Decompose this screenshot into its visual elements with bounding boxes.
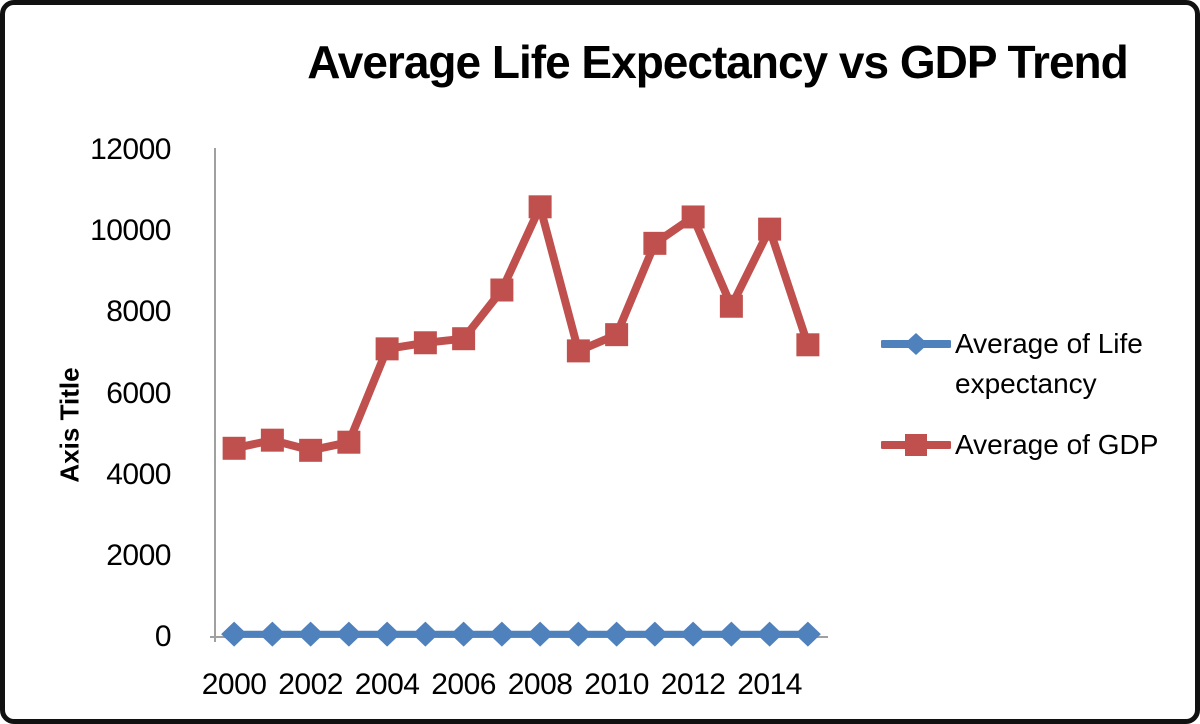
diamond-marker-icon bbox=[641, 621, 668, 647]
chart-title: Average Life Expectancy vs GDP Trend bbox=[307, 36, 1128, 88]
square-marker-icon bbox=[681, 205, 705, 229]
square-marker-icon bbox=[299, 438, 323, 462]
plot-area bbox=[210, 148, 828, 647]
square-marker-icon bbox=[796, 333, 820, 357]
x-tick-label: 2004 bbox=[354, 668, 420, 701]
diamond-marker-icon bbox=[565, 621, 592, 647]
square-marker-icon bbox=[643, 231, 667, 255]
x-tick-label: 2010 bbox=[584, 668, 649, 701]
y-tick-label: 4000 bbox=[106, 457, 171, 491]
square-marker-icon bbox=[566, 339, 590, 363]
x-tick-label: 2000 bbox=[201, 668, 267, 701]
diamond-marker-icon bbox=[297, 621, 324, 647]
diamond-marker-icon bbox=[335, 621, 362, 647]
y-tick-label: 10000 bbox=[90, 214, 171, 248]
diamond-marker-icon bbox=[718, 621, 745, 647]
square-marker-icon bbox=[605, 323, 629, 347]
diamond-marker-icon bbox=[450, 621, 477, 647]
y-tick-label: 8000 bbox=[106, 295, 171, 329]
y-tick-label: 6000 bbox=[106, 376, 171, 410]
x-tick-label: 2008 bbox=[507, 668, 573, 701]
y-tick-label: 12000 bbox=[90, 133, 171, 166]
legend-item: Average of GDP bbox=[881, 425, 1158, 465]
square-marker-icon bbox=[758, 217, 782, 241]
x-tick-label: 2006 bbox=[431, 668, 496, 701]
square-marker-icon bbox=[337, 430, 361, 454]
square-marker-icon bbox=[375, 337, 399, 361]
legend-square-marker-icon bbox=[881, 434, 951, 456]
square-marker-icon bbox=[452, 327, 476, 351]
square-marker-icon bbox=[528, 195, 552, 219]
series-line-square bbox=[230, 202, 812, 455]
square-marker-icon bbox=[490, 278, 514, 302]
legend-label: Average of Life expectancy bbox=[955, 328, 1143, 399]
diamond-marker-icon bbox=[374, 621, 401, 647]
diamond-marker-icon bbox=[756, 621, 783, 647]
diamond-marker-icon bbox=[527, 621, 554, 647]
x-tick-label: 2014 bbox=[737, 668, 802, 701]
diamond-marker-icon bbox=[412, 621, 439, 647]
diamond-marker-icon bbox=[794, 621, 821, 647]
square-marker-icon bbox=[413, 331, 437, 355]
y-tick-label: 0 bbox=[154, 620, 172, 653]
diamond-marker-icon bbox=[259, 621, 286, 647]
diamond-marker-icon bbox=[603, 621, 630, 647]
square-marker-icon bbox=[260, 428, 284, 452]
diamond-marker-icon bbox=[680, 621, 707, 647]
x-tick-label: 2002 bbox=[278, 668, 343, 701]
square-marker-icon bbox=[719, 294, 743, 318]
legend-item: Average of Life expectancy bbox=[881, 324, 1193, 404]
legend-diamond-marker-icon bbox=[881, 333, 951, 355]
x-tick-label: 2012 bbox=[660, 668, 726, 701]
diamond-marker-icon bbox=[488, 621, 515, 647]
diamond-marker-icon bbox=[221, 621, 248, 647]
y-tick-label: 2000 bbox=[106, 538, 171, 572]
square-marker-icon bbox=[222, 436, 246, 460]
legend-label: Average of GDP bbox=[955, 429, 1159, 460]
